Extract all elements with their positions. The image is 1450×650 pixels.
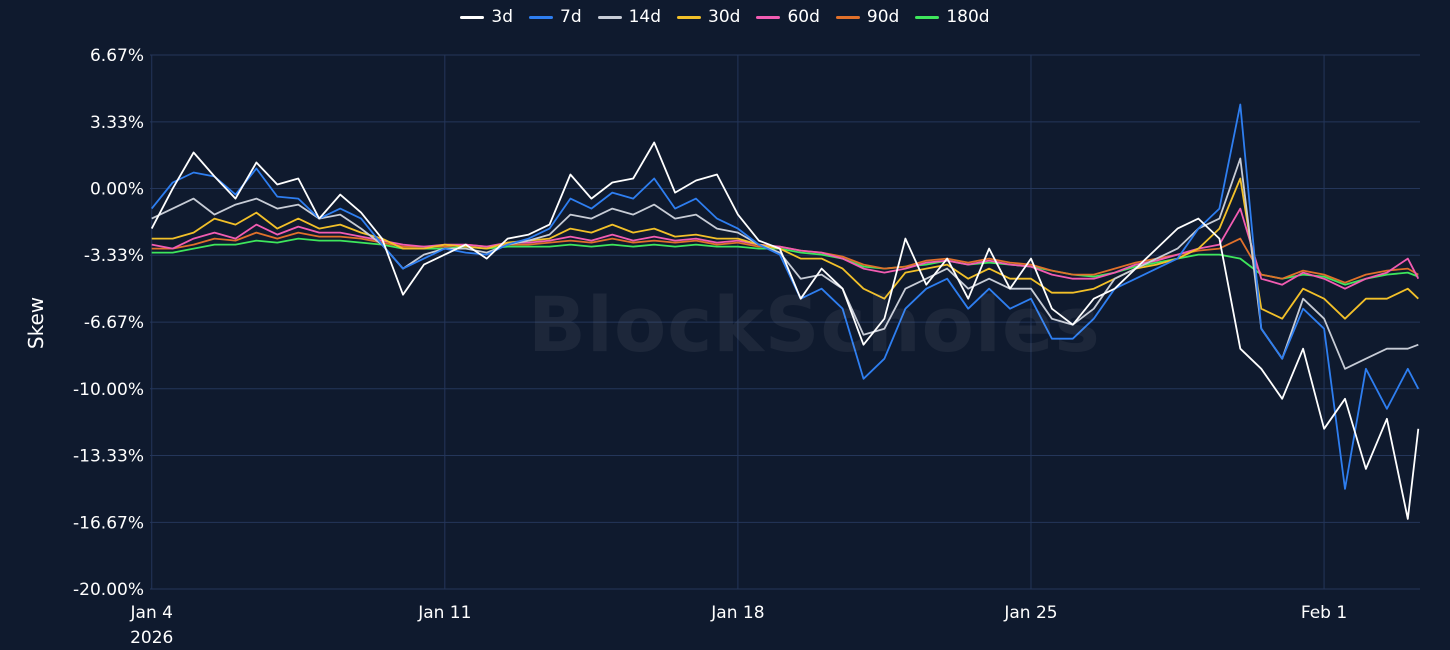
legend-item-14d[interactable]: 14d xyxy=(597,7,662,27)
legend-label: 7d xyxy=(560,7,582,27)
legend-label: 90d xyxy=(866,7,900,27)
x-tick-label: Jan 4 xyxy=(130,603,173,623)
y-tick-label: -3.33% xyxy=(84,246,144,266)
y-tick-label: 3.33% xyxy=(90,113,144,133)
y-tick-label: -16.67% xyxy=(73,513,144,533)
legend-item-3d[interactable]: 3d xyxy=(460,7,513,27)
x-tick-label: Jan 18 xyxy=(710,603,764,623)
legend-label: 3d xyxy=(491,7,513,27)
y-axis-label: Skew xyxy=(24,296,48,350)
legend-swatch xyxy=(835,15,860,19)
legend-swatch xyxy=(529,15,553,19)
y-tick-label: -10.00% xyxy=(73,380,144,400)
legend-swatch xyxy=(915,15,940,19)
chart-legend: 3d 7d 14d 30d 60d 90d 180d xyxy=(0,7,1450,27)
legend-label: 60d xyxy=(787,7,820,27)
legend-swatch xyxy=(460,15,485,19)
legend-item-180d[interactable]: 180d xyxy=(915,7,990,27)
legend-label: 30d xyxy=(708,7,741,27)
legend-item-60d[interactable]: 60d xyxy=(756,7,820,27)
legend-item-90d[interactable]: 90d xyxy=(835,7,900,27)
series-line-14d xyxy=(151,157,1419,370)
y-tick-label: 6.67% xyxy=(90,46,144,66)
y-tick-label: -13.33% xyxy=(73,446,144,466)
legend-label: 180d xyxy=(946,7,990,27)
x-tick-label: Feb 1 xyxy=(1301,603,1347,623)
x-tick-label: Jan 25 xyxy=(1003,603,1057,623)
legend-item-30d[interactable]: 30d xyxy=(677,7,740,27)
y-tick-label: -6.67% xyxy=(84,313,144,333)
legend-swatch xyxy=(756,15,781,19)
legend-label: 14d xyxy=(628,7,662,27)
series-line-180d xyxy=(151,237,1419,286)
x-tick-sublabel: 2026 xyxy=(130,628,173,648)
legend-swatch xyxy=(677,15,702,19)
legend-swatch xyxy=(597,15,622,19)
y-tick-label: 0.00% xyxy=(90,180,144,200)
series-line-60d xyxy=(151,207,1420,290)
series-line-3d xyxy=(150,141,1420,520)
legend-item-7d[interactable]: 7d xyxy=(529,7,582,27)
watermark: BlockScholes xyxy=(528,280,1101,369)
series-line-7d xyxy=(150,103,1420,490)
series-line-30d xyxy=(151,177,1419,320)
x-tick-label: Jan 11 xyxy=(417,603,471,623)
y-tick-label: -20.00% xyxy=(73,580,144,600)
